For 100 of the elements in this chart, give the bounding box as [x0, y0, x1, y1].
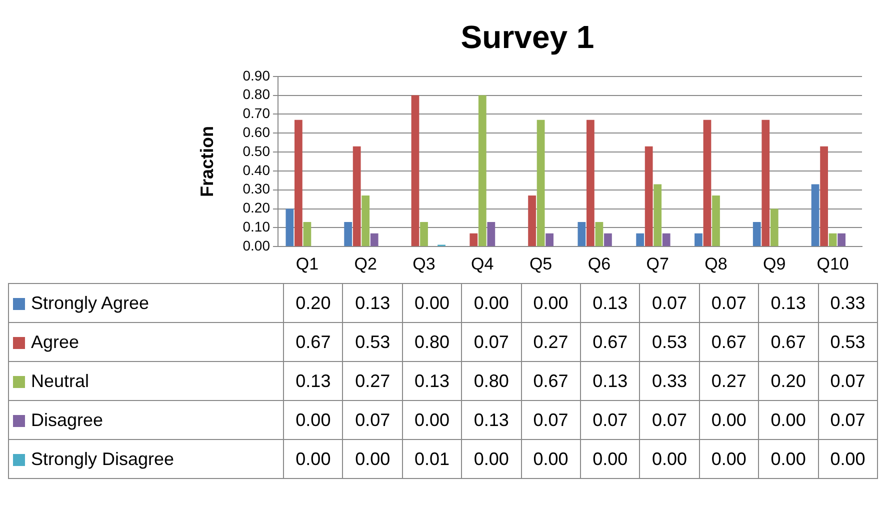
x-tick-label: Q6 [588, 254, 611, 274]
data-label: 0.53 [342, 322, 402, 362]
bar [420, 222, 428, 246]
data-label: 0.00 [462, 284, 522, 322]
data-label: 0.67 [580, 322, 640, 362]
y-tick-label: 0.60 [242, 124, 270, 140]
data-label: 0.13 [462, 400, 522, 440]
data-label: 0.00 [640, 440, 700, 478]
y-axis-title: Fraction [196, 126, 217, 198]
data-label: 0.07 [640, 400, 700, 440]
bar [303, 222, 312, 246]
data-label: 0.33 [818, 284, 878, 322]
data-label: 0.00 [580, 440, 640, 478]
bar [703, 120, 712, 246]
data-label: 0.27 [699, 362, 759, 400]
data-label: 0.07 [342, 400, 402, 440]
data-label: 0.27 [521, 322, 580, 362]
data-label: 0.27 [342, 362, 402, 400]
bar [828, 233, 837, 246]
bar [286, 208, 294, 246]
y-tick-label: 0.20 [242, 200, 270, 216]
data-label: 0.67 [699, 322, 759, 362]
bar [294, 120, 302, 246]
data-label: 0.07 [818, 362, 878, 400]
data-label: 0.53 [818, 322, 878, 362]
bar [820, 146, 828, 246]
y-tick-label: 0.80 [242, 86, 270, 102]
bar [370, 233, 378, 246]
data-label: 0.13 [342, 284, 402, 322]
bar [362, 196, 370, 246]
bar [528, 196, 536, 246]
y-tick-label: 0.90 [242, 67, 270, 84]
bar [344, 222, 352, 246]
data-label: 0.80 [402, 322, 462, 362]
data-label: 0.13 [758, 284, 818, 322]
bar [654, 184, 662, 246]
bar [604, 233, 612, 246]
data-label: 0.07 [462, 322, 522, 362]
data-label: 0.00 [758, 400, 818, 440]
data-label: 0.13 [284, 362, 343, 400]
bar [811, 184, 820, 246]
data-label: 0.00 [521, 284, 580, 322]
data-label: 0.20 [758, 362, 818, 400]
x-tick-label: Q8 [704, 254, 728, 274]
data-label: 0.67 [758, 322, 818, 362]
data-label: 0.00 [758, 440, 818, 478]
x-tick-label: Q7 [646, 254, 669, 274]
data-label: 0.07 [521, 400, 580, 440]
bar [595, 222, 604, 246]
y-tick-label: 0.50 [242, 142, 270, 159]
data-label: 0.67 [284, 322, 343, 362]
data-label: 0.07 [818, 400, 878, 440]
y-tick-label: 0.40 [242, 162, 270, 178]
bar [752, 222, 761, 246]
bar [770, 208, 778, 246]
legend-label: Disagree [31, 410, 104, 430]
bar [762, 120, 770, 246]
y-tick-label: 0.70 [242, 105, 270, 122]
bar [352, 146, 361, 246]
data-label: 0.13 [580, 284, 640, 322]
bar [586, 120, 594, 246]
y-tick-label: 0.00 [242, 237, 270, 254]
data-label: 0.07 [580, 400, 640, 440]
x-tick-label: Q1 [296, 254, 319, 274]
bar [487, 222, 496, 246]
y-tick-label: 0.10 [242, 218, 270, 235]
data-label: 0.00 [342, 440, 402, 478]
bar [644, 146, 653, 246]
data-label: 0.00 [462, 440, 522, 478]
data-label: 0.00 [284, 400, 343, 440]
x-tick-label: Q10 [816, 254, 849, 274]
bar [546, 233, 554, 246]
bar [694, 233, 702, 246]
data-label: 0.00 [699, 440, 759, 478]
data-label: 0.07 [699, 284, 759, 322]
x-tick-label: Q9 [763, 254, 786, 274]
bar [478, 95, 486, 246]
data-label: 0.01 [402, 440, 462, 478]
x-tick-label: Q2 [354, 254, 377, 274]
data-label: 0.00 [402, 284, 462, 322]
data-label: 0.80 [462, 362, 522, 400]
bar [536, 120, 545, 246]
legend-label: Neutral [31, 370, 90, 390]
bar [411, 95, 420, 246]
data-label: 0.53 [640, 322, 700, 362]
bar [578, 222, 586, 246]
legend-label: Agree [31, 332, 80, 352]
x-tick-label: Q4 [471, 254, 494, 274]
legend-label: Strongly Disagree [31, 448, 174, 468]
y-tick-label: 0.30 [242, 180, 270, 197]
data-label: 0.00 [402, 400, 462, 440]
bar [470, 233, 478, 246]
bar [662, 233, 670, 246]
data-label: 0.00 [284, 440, 343, 478]
data-label: 0.33 [640, 362, 700, 400]
data-label: 0.20 [284, 284, 343, 322]
bar [838, 233, 846, 246]
x-tick-label: Q5 [529, 254, 552, 274]
x-tick-label: Q3 [412, 254, 436, 274]
data-label: 0.67 [521, 362, 580, 400]
